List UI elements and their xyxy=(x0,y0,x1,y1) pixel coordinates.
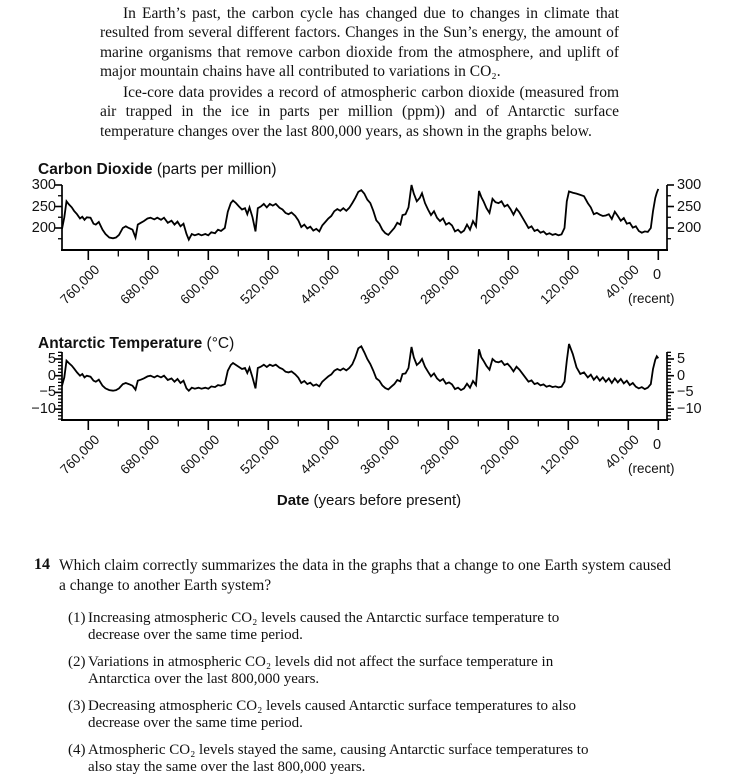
question-text: Which claim correctly summarizes the dat… xyxy=(59,557,671,594)
y-tick-label-left-co2: 200 xyxy=(31,220,56,236)
x-axis-title-units: (years before present) xyxy=(309,492,462,509)
intro-paragraph-1: In Earth’s past, the carbon cycle has ch… xyxy=(100,5,619,80)
option-1-text: Increasing atmospheric CO₂ levels caused… xyxy=(88,610,560,644)
option-4-text: Atmospheric CO₂ levels stayed the same, … xyxy=(88,742,589,776)
option-2-label: (2) xyxy=(68,654,86,670)
option-4-label: (4) xyxy=(68,742,86,758)
temperature-chart-title: Antarctic Temperature (°C) xyxy=(38,335,234,353)
option-3-label: (3) xyxy=(68,698,86,714)
co2-chart-title-main: Carbon Dioxide xyxy=(38,161,153,178)
y-tick-label-right-temp: −10 xyxy=(677,401,702,418)
x-recent-label-co2: (recent) xyxy=(628,291,675,306)
y-tick-label-left-temp: 5 xyxy=(47,351,56,367)
y-tick-label-right-temp: 5 xyxy=(677,351,686,367)
y-tick-label-right-co2: 250 xyxy=(677,198,702,215)
y-tick-label-left-temp: −10 xyxy=(31,401,56,418)
x-recent-label-temp: (recent) xyxy=(628,461,675,476)
y-tick-label-left-temp: −5 xyxy=(39,384,56,401)
y-tick-label-left-co2: 250 xyxy=(31,198,56,215)
y-tick-label-right-temp: 0 xyxy=(677,367,686,384)
y-tick-label-right-co2: 300 xyxy=(677,177,702,193)
option-3-text: Decreasing atmospheric CO₂ levels caused… xyxy=(88,698,576,732)
x-zero-label-co2: 0 xyxy=(652,267,662,283)
intro-text: In Earth’s past, the carbon cycle has ch… xyxy=(100,4,619,143)
x-axis-title-main: Date xyxy=(276,492,310,509)
co2-chart-title-units: (parts per million) xyxy=(152,161,277,178)
option-1-label: (1) xyxy=(68,610,86,626)
y-tick-label-right-temp: −5 xyxy=(677,384,694,401)
temperature-chart-title-units: (°C) xyxy=(202,335,235,352)
x-zero-label-temp: 0 xyxy=(652,437,662,453)
option-2-text: Variations in atmospheric CO₂ levels did… xyxy=(88,654,554,688)
question-number: 14 xyxy=(34,556,50,573)
y-tick-label-left-co2: 300 xyxy=(31,177,56,193)
temperature-chart-title-main: Antarctic Temperature xyxy=(38,335,203,352)
y-tick-label-right-co2: 200 xyxy=(677,220,702,236)
co2-chart-title: Carbon Dioxide (parts per million) xyxy=(38,161,277,179)
intro-paragraph-2: Ice-core data provides a record of atmos… xyxy=(100,84,619,140)
y-tick-label-left-temp: 0 xyxy=(47,367,56,384)
x-axis-title: Date (years before present) xyxy=(0,492,730,509)
